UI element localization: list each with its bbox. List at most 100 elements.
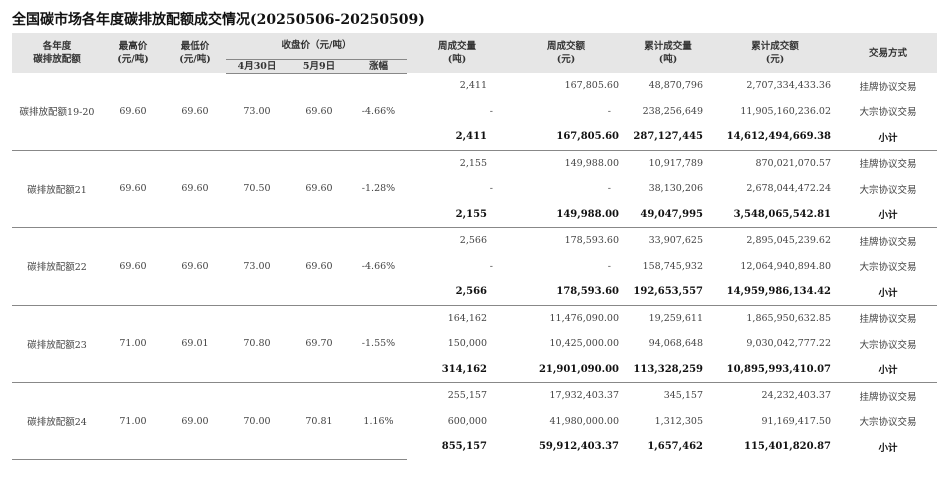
cum-amount-cell: 91,169,417.50 [761,415,831,427]
table-row: 2,411 167,805.60 287,127,445 14,612,494,669… [12,124,937,151]
change-cell: 1.16% [350,382,407,460]
change-cell: -4.66% [350,73,407,151]
week-amount-cell: 149,988.00 [507,201,625,228]
week-volume-cell: 314,162 [407,356,507,383]
cum-amount-cell: 2,678,044,472.24 [746,183,831,195]
cum-amount-cell: 1,865,950,632.85 [746,312,831,324]
close-may9-cell: 70.81 [288,382,350,460]
cum-volume-cell: 19,259,611 [648,312,703,324]
header-close-apr30: 4月30日 [226,59,288,74]
cum-volume-cell: 49,047,995 [625,201,711,228]
cum-volume-cell: 10,917,789 [648,157,703,169]
cum-volume-cell: 345,157 [663,390,703,402]
table-row: - - 158,745,932 12,064,940,894.80 大宗协议交易 [12,254,937,280]
table-row: 600,000 41,980,000.00 1,312,305 91,169,417.… [12,409,937,435]
close-may9-cell: 69.60 [288,227,350,306]
header-close-group: 收盘价（元/吨） [226,33,407,60]
trade-mode-cell: 大宗协议交易 [859,262,917,274]
trade-mode-cell: 大宗协议交易 [859,184,917,196]
week-amount-cell: 11,476,090.00 [549,312,619,324]
week-volume-cell: 164,162 [447,312,487,324]
trade-mode-cell: 小计 [878,442,898,454]
cum-volume-cell: 38,130,206 [648,183,703,195]
cum-volume-cell: 94,068,648 [648,338,703,350]
week-volume-cell: 2,566 [459,235,487,247]
cum-amount-cell: 3,548,065,542.81 [711,201,839,228]
close-may9-cell: 69.60 [288,150,350,228]
cum-amount-cell: 24,232,403.37 [761,390,831,402]
header-low: 最低价 (元/吨) [164,33,226,73]
trade-mode-cell: 挂牌协议交易 [859,81,917,93]
week-amount-cell: 59,912,403.37 [538,441,619,453]
vintage-cell: 碳排放配额21 [12,150,102,228]
cum-volume-cell: 48,870,796 [648,80,703,92]
header-week-vol: 周成交量 (吨) [407,33,507,73]
week-amount-cell: 41,980,000.00 [549,415,619,427]
close-apr30-cell: 70.00 [226,382,288,460]
low-price-cell: 69.00 [164,382,226,460]
trade-mode-cell: 大宗协议交易 [859,417,917,429]
week-volume-cell: - [489,105,493,117]
low-price-cell: 69.01 [164,305,226,383]
cum-amount-cell: 10,895,993,410.07 [711,356,839,383]
week-amount-cell: - [607,105,611,117]
vintage-cell: 碳排放配额24 [12,382,102,460]
close-apr30-cell: 73.00 [226,227,288,306]
table-header: 各年度 碳排放配额 最高价 (元/吨) 最低价 (元/吨) 收盘价（元/吨） 周… [12,33,937,74]
cum-volume-cell: 1,657,462 [647,441,703,453]
header-vintage: 各年度 碳排放配额 [12,33,102,73]
low-price-cell: 69.60 [164,150,226,228]
close-may9-cell: 69.70 [288,305,350,383]
table-row: 150,000 10,425,000.00 94,068,648 9,030,042,… [12,331,937,357]
table-row: 2,155 149,988.00 49,047,995 3,548,065,542.8… [12,201,937,228]
trade-mode-cell: 挂牌协议交易 [859,314,917,326]
page-title: 全国碳市场各年度碳排放配额成交情况(20250506-20250509) [12,12,425,28]
table-row: - - 238,256,649 11,905,160,236.02 大宗协议交易 [12,99,937,125]
week-amount-cell: - [607,183,611,195]
table-row: 碳排放配额23 71.00 69.01 70.80 69.70 -1.55% 164,162… [12,305,937,383]
high-price-cell: 69.60 [102,227,164,306]
trade-mode-cell: 小计 [839,279,937,306]
cum-volume-cell: 33,907,625 [648,235,703,247]
cum-volume-cell: 158,745,932 [642,260,703,272]
cum-amount-cell: 12,064,940,894.80 [740,260,831,272]
week-volume-cell: 2,411 [459,80,487,92]
change-cell: -4.66% [350,227,407,306]
week-volume-cell: 2,411 [407,124,507,151]
high-price-cell: 71.00 [102,382,164,460]
cum-amount-cell: 11,905,160,236.02 [740,105,831,117]
week-amount-cell: 17,932,403.37 [549,390,619,402]
cum-amount-cell: 2,707,334,433.36 [746,80,831,92]
week-volume-cell: 600,000 [447,415,487,427]
cum-amount-cell: 14,959,986,134.42 [711,279,839,306]
week-amount-cell: 178,593.60 [507,279,625,306]
cum-amount-cell: 115,401,820.87 [744,441,831,453]
table-row: - - 38,130,206 2,678,044,472.24 大宗协议交易 [12,176,937,202]
table-row: 314,162 21,901,090.00 113,328,259 10,895,99… [12,356,937,383]
header-cum-vol: 累计成交量 (吨) [625,33,711,73]
trade-mode-cell: 挂牌协议交易 [859,236,917,248]
week-volume-cell: - [489,183,493,195]
week-volume-cell: - [489,260,493,272]
week-volume-cell: 2,566 [407,279,507,306]
week-amount-cell: 10,425,000.00 [549,338,619,350]
week-volume-cell: 2,155 [407,201,507,228]
close-apr30-cell: 70.50 [226,150,288,228]
week-volume-cell: 255,157 [447,390,487,402]
close-apr30-cell: 70.80 [226,305,288,383]
week-amount-cell: 21,901,090.00 [507,356,625,383]
cum-volume-cell: 287,127,445 [625,124,711,151]
week-amount-cell: 167,805.60 [507,124,625,151]
table-row: 855,157 59,912,403.37 1,657,462 115,401,820… [12,434,937,460]
table-row: 碳排放配额24 71.00 69.00 70.00 70.81 1.16% 255,157 1… [12,382,937,460]
table-body: 碳排放配额19-20 69.60 69.60 73.00 69.60 -4.66% 2,41… [12,73,937,460]
cum-amount-cell: 14,612,494,669.38 [711,124,839,151]
header-close-may9: 5月9日 [288,59,350,74]
trade-mode-cell: 小计 [839,124,937,151]
high-price-cell: 69.60 [102,150,164,228]
vintage-cell: 碳排放配额23 [12,305,102,383]
table-row: 碳排放配额21 69.60 69.60 70.50 69.60 -1.28% 2,155 14… [12,150,937,228]
cum-amount-cell: 870,021,070.57 [755,157,831,169]
header-change: 涨幅 [350,59,407,74]
